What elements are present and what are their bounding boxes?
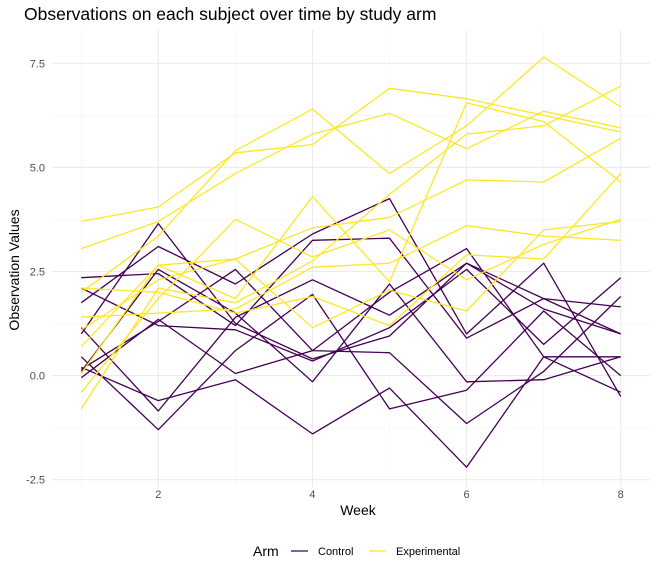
series-line-experimental-16 xyxy=(80,218,621,393)
legend-title: Arm xyxy=(253,543,279,559)
legend-label-control: Control xyxy=(318,546,353,558)
x-axis-ticks: 2 4 6 8 xyxy=(155,489,623,501)
x-tick-label: 4 xyxy=(309,489,315,501)
series-line-experimental-11 xyxy=(81,87,621,223)
series-line-control-2 xyxy=(80,262,621,412)
x-axis-title: Week xyxy=(340,502,377,518)
y-tick-label: 7.5 xyxy=(30,58,45,70)
x-tick-label: 8 xyxy=(618,489,624,501)
series-line-experimental-18 xyxy=(81,225,621,318)
y-tick-label: -2.5 xyxy=(26,475,45,487)
series-line-control-4 xyxy=(80,197,622,397)
series-line-experimental-20 xyxy=(81,173,622,327)
series-line-experimental-13 xyxy=(80,56,622,293)
series-line-control-6 xyxy=(81,268,622,362)
series-line-control-7 xyxy=(80,247,621,393)
y-axis-title: Observation Values xyxy=(6,209,22,330)
legend: Arm Control Experimental xyxy=(253,543,460,559)
series-lines xyxy=(80,56,622,468)
series-line-experimental-14 xyxy=(80,102,622,347)
y-tick-label: 2.5 xyxy=(30,266,45,278)
series-line-experimental-15 xyxy=(80,137,622,331)
y-tick-label: 0.0 xyxy=(30,371,45,383)
legend-label-experimental: Experimental xyxy=(396,546,460,558)
series-line-control-1 xyxy=(81,356,621,468)
chart-title: Observations on each subject over time b… xyxy=(24,4,436,24)
x-tick-label: 6 xyxy=(464,489,470,501)
series-line-control-8 xyxy=(80,222,621,360)
y-tick-label: 5.0 xyxy=(30,162,45,174)
series-line-experimental-19 xyxy=(80,220,621,374)
series-line-experimental-12 xyxy=(81,110,621,250)
series-line-control-3 xyxy=(81,237,621,339)
y-axis-ticks: -2.5 0.0 2.5 5.0 7.5 xyxy=(26,58,45,486)
x-tick-label: 2 xyxy=(155,489,161,501)
series-line-control-9 xyxy=(80,268,622,425)
series-line-experimental-17 xyxy=(80,85,621,410)
